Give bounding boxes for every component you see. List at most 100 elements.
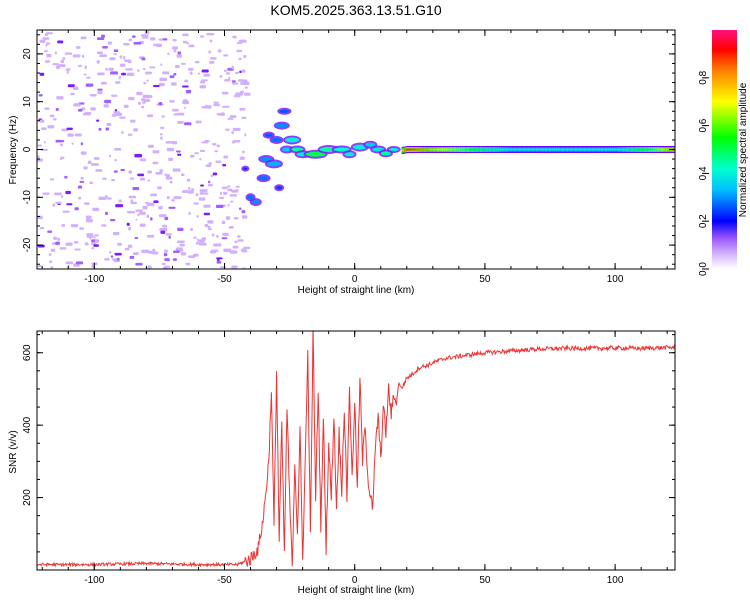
noise-blob	[132, 252, 139, 256]
noise-blob	[113, 53, 117, 56]
ridge-core	[632, 148, 635, 151]
ridge-core	[585, 148, 588, 151]
noise-blob	[86, 234, 94, 238]
noise-blob	[231, 131, 234, 135]
noise-blob	[180, 62, 186, 65]
noise-blob	[90, 107, 96, 111]
noise-blob	[184, 79, 189, 83]
noise-blob	[83, 166, 88, 170]
noise-blob	[169, 75, 175, 79]
ridge-core	[535, 148, 538, 151]
noise-blob	[155, 172, 163, 175]
ridge-core	[602, 148, 605, 151]
ridge-core	[578, 148, 581, 151]
ridge-core	[651, 148, 654, 151]
noise-blob	[162, 224, 168, 228]
noise-blob	[156, 43, 162, 48]
noise-blob	[170, 82, 177, 86]
noise-blob	[222, 232, 229, 236]
noise-blob	[80, 151, 87, 155]
noise-blob	[213, 243, 222, 247]
noise-blob	[190, 227, 193, 232]
ridge-core	[490, 148, 493, 151]
noise-blob	[85, 83, 94, 87]
noise-blob	[216, 235, 219, 238]
noise-blob	[153, 200, 159, 203]
ridge-core	[497, 148, 501, 151]
noise-blob	[216, 261, 222, 264]
noise-blob	[231, 65, 235, 70]
noise-blob	[135, 262, 143, 266]
noise-blob	[197, 72, 201, 75]
noise-blob	[138, 211, 146, 215]
noise-blob	[110, 255, 114, 258]
noise-blob	[217, 49, 222, 53]
noise-blob	[235, 188, 239, 192]
ridge-core	[530, 148, 533, 151]
ridge-core	[479, 148, 482, 151]
ridge-core	[470, 148, 473, 151]
noise-blob	[173, 196, 182, 200]
ridge-core	[504, 148, 507, 151]
noise-blob	[101, 81, 107, 85]
noise-blob	[127, 133, 133, 136]
transition-blob-core	[305, 151, 326, 157]
noise-blob	[65, 242, 73, 246]
colorbar-tick-label: 0.2	[698, 214, 709, 228]
noise-blob	[237, 79, 245, 82]
snr-frame	[36, 330, 676, 571]
ridge-core	[629, 148, 632, 151]
noise-blob	[147, 179, 151, 182]
noise-blob	[130, 201, 137, 205]
noise-blob	[131, 35, 136, 38]
ridge-core	[663, 148, 666, 151]
noise-blob	[94, 239, 99, 243]
colorbar-tick-label: 0.4	[698, 166, 709, 180]
noise-blob	[111, 179, 116, 182]
transition-blob-core	[285, 137, 300, 143]
transition-blob-core	[352, 144, 367, 150]
noise-blob	[124, 247, 130, 251]
noise-blob	[45, 60, 51, 63]
ridge-core	[572, 148, 575, 151]
noise-blob	[147, 114, 154, 118]
noise-blob	[98, 127, 102, 131]
ridge-core	[526, 148, 529, 151]
noise-blob	[194, 61, 200, 64]
transition-blob-core	[264, 133, 273, 137]
ridge-core	[441, 148, 445, 151]
ridge-core	[512, 148, 515, 151]
ridge-core	[587, 148, 591, 151]
noise-blob	[121, 131, 124, 134]
ridge-core	[501, 148, 505, 151]
noise-blob	[160, 63, 163, 66]
noise-blob	[126, 222, 130, 226]
ridge-core	[589, 148, 592, 151]
ridge-core	[447, 148, 450, 151]
ridge-core	[569, 148, 572, 151]
noise-blob	[113, 49, 119, 53]
noise-blob	[142, 205, 148, 210]
ridge-core	[434, 148, 437, 151]
noise-blob	[134, 154, 143, 158]
noise-blob	[188, 186, 191, 191]
noise-blob	[233, 217, 239, 220]
ytick-label: 0	[22, 146, 33, 152]
noise-blob	[158, 101, 163, 106]
ridge-core	[443, 148, 446, 151]
ridge-core	[643, 148, 647, 151]
noise-blob	[171, 199, 175, 202]
ridge-core	[428, 148, 432, 151]
ridge-core	[466, 148, 469, 151]
noise-blob	[114, 147, 122, 151]
noise-blob	[231, 265, 238, 269]
noise-blob	[80, 36, 87, 40]
noise-blob	[89, 181, 94, 185]
noise-blob	[167, 52, 170, 55]
noise-blob	[223, 54, 229, 57]
noise-blob	[204, 223, 209, 228]
noise-blob	[186, 41, 189, 45]
ridge-core	[478, 148, 481, 151]
noise-blob	[177, 153, 182, 156]
noise-blob	[227, 188, 233, 192]
